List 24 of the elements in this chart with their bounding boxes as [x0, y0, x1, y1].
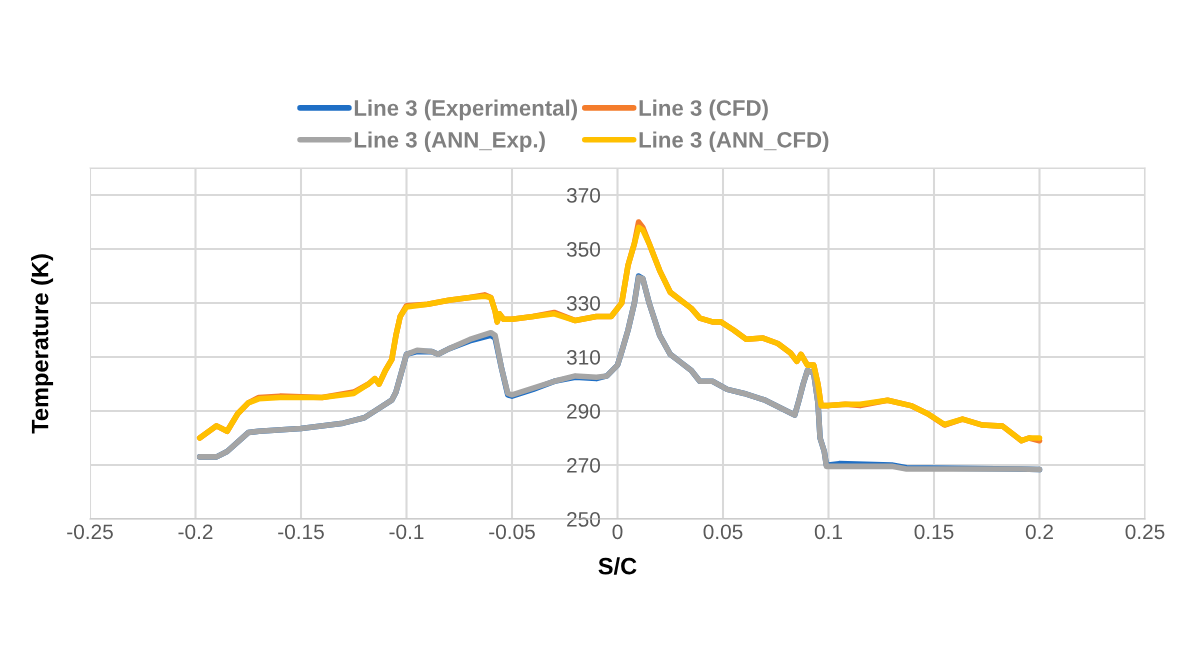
y-tick-label: 310: [566, 350, 601, 365]
x-tick-label: 0.25: [1125, 524, 1165, 540]
y-tick-label: 330: [566, 296, 601, 311]
y-tick-label: 290: [567, 404, 601, 419]
y-tick-label: 370: [566, 188, 601, 203]
x-tick-label: -0.15: [278, 524, 324, 540]
legend-label: Line 3 (Experimental): [354, 99, 578, 121]
legend-label: Line 3 (ANN_Exp.): [354, 131, 545, 153]
x-tick-label: -0.05: [489, 524, 535, 540]
x-tick-label: -0.1: [389, 524, 424, 540]
y-tick-label: 250: [567, 512, 601, 527]
legend-label: Line 3 (CFD): [639, 99, 768, 121]
y-tick-label: 270: [567, 458, 601, 473]
y-axis-title: Temperature (K): [31, 254, 54, 434]
y-tick-label: 350: [566, 242, 601, 257]
legend-label: Line 3 (ANN_CFD): [639, 131, 829, 153]
x-tick-label: 0.15: [914, 524, 954, 540]
x-tick-label: 0.1: [814, 524, 842, 540]
x-axis-title: S/C: [598, 557, 637, 575]
x-tick-label: -0.2: [178, 524, 213, 540]
x-tick-label: 0.2: [1025, 524, 1053, 540]
x-tick-label: 0.05: [703, 524, 743, 540]
x-tick-label: 0: [612, 524, 623, 540]
x-tick-label: -0.25: [67, 524, 113, 540]
